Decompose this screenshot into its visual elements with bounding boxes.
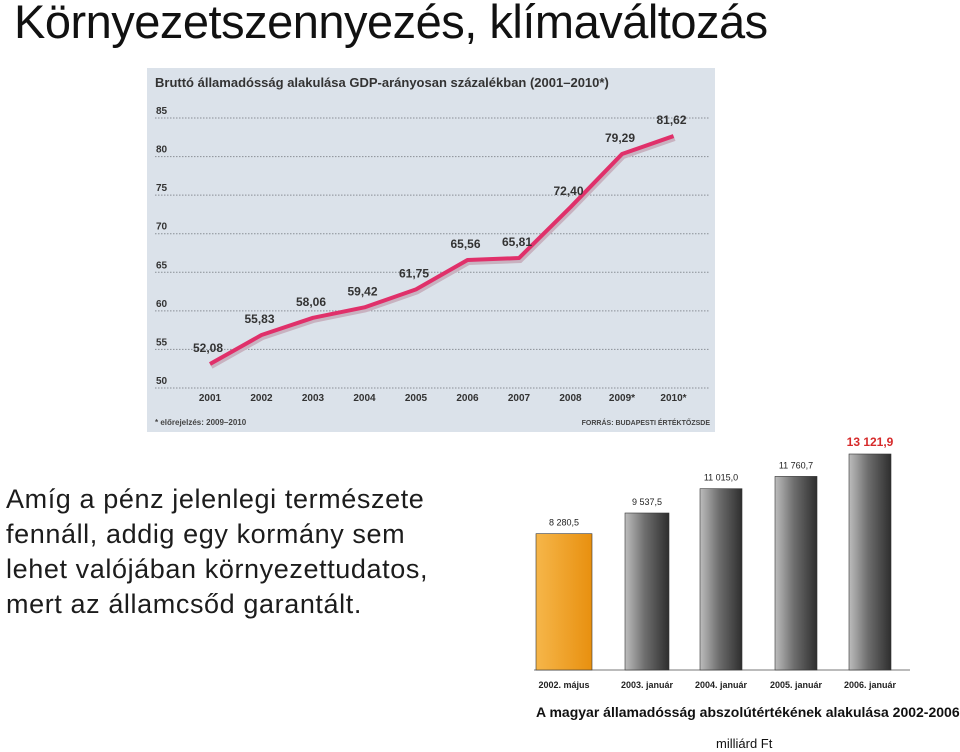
chart1-y-tick-label: 85 — [156, 106, 168, 117]
chart1-x-tick-label: 2010* — [660, 393, 686, 404]
chart2-x-tick-label: 2004. január — [695, 680, 748, 690]
chart2-bars — [535, 453, 892, 671]
chart1-x-tick-label: 2002 — [250, 393, 273, 404]
body-line-1: Amíg a pénz jelenlegi természete — [6, 484, 425, 514]
chart1-y-tick-label: 70 — [156, 222, 168, 233]
chart2-bar — [624, 512, 670, 671]
chart1-y-axis: 50 55 60 65 70 75 80 85 — [156, 106, 168, 387]
body-line-4: mert az államcsőd garantált. — [6, 589, 362, 619]
chart1-data-label: 52,08 — [193, 341, 223, 355]
chart2-caption: A magyar államadósság abszolútértékének … — [536, 704, 960, 720]
chart2-x-axis: 2002. május 2003. január 2004. január 2005.… — [538, 680, 896, 690]
chart1-x-tick-label: 2007 — [508, 393, 531, 404]
absolute-debt-bar-chart-svg: 8 280,5 9 537,5 11 015,0 11 760,7 13 121,9 2… — [534, 435, 910, 690]
chart2-data-labels: 8 280,5 9 537,5 11 015,0 11 760,7 13 121,9 — [549, 435, 894, 528]
chart2-data-label: 13 121,9 — [847, 435, 894, 449]
chart2-bar — [848, 453, 892, 671]
chart1-x-axis: 2001 2002 2003 2004 2005 2006 2007 2008 2009* 201… — [199, 393, 687, 404]
chart1-data-label: 55,83 — [244, 312, 274, 326]
chart1-x-tick-label: 2003 — [302, 393, 325, 404]
chart1-source: FORRÁS: BUDAPESTI ÉRTÉKTŐZSDE — [582, 418, 711, 427]
chart1-y-tick-label: 80 — [156, 145, 168, 156]
debt-gdp-line-chart: Bruttó államadósság alakulása GDP-arányo… — [147, 68, 715, 432]
chart1-data-label: 65,81 — [502, 235, 532, 249]
chart2-data-label: 11 760,7 — [779, 460, 813, 470]
chart1-y-tick-label: 75 — [156, 183, 168, 194]
chart1-y-tick-label: 55 — [156, 337, 168, 348]
chart1-x-tick-label: 2004 — [353, 393, 376, 404]
chart2-data-label: 11 015,0 — [704, 473, 738, 483]
chart2-data-label: 8 280,5 — [549, 518, 579, 528]
chart2-x-tick-label: 2003. január — [621, 680, 674, 690]
chart1-data-label: 79,29 — [605, 131, 635, 145]
chart1-data-label: 65,56 — [450, 237, 480, 251]
body-text: Amíg a pénz jelenlegi természete fennáll… — [6, 482, 476, 622]
chart1-data-labels: 52,08 55,83 58,06 59,42 61,75 65,56 65,81 72,40… — [193, 113, 687, 355]
chart2-unit: milliárd Ft — [716, 736, 773, 751]
chart1-gridlines — [155, 117, 709, 389]
chart1-x-tick-label: 2005 — [405, 393, 428, 404]
chart1-title: Bruttó államadósság alakulása GDP-arányo… — [155, 75, 609, 90]
chart1-data-label: 72,40 — [553, 184, 583, 198]
chart1-data-label: 61,75 — [399, 266, 429, 280]
chart1-y-tick-label: 50 — [156, 376, 168, 387]
slide-title: Környezetszennyezés, klímaváltozás — [14, 0, 768, 48]
chart1-footnote: * előrejelzés: 2009–2010 — [155, 418, 247, 427]
absolute-debt-bar-chart: 8 280,5 9 537,5 11 015,0 11 760,7 13 121,9 2… — [528, 425, 960, 710]
debt-gdp-line-chart-svg: Bruttó államadósság alakulása GDP-arányo… — [155, 75, 711, 427]
chart1-data-label: 58,06 — [296, 295, 326, 309]
chart1-x-tick-label: 2009* — [609, 393, 635, 404]
chart1-x-tick-label: 2001 — [199, 393, 222, 404]
chart2-bar — [774, 476, 818, 671]
chart1-series-line — [209, 134, 675, 366]
body-line-2: fennáll, addig egy kormány sem — [6, 519, 406, 549]
chart1-y-tick-label: 60 — [156, 299, 168, 310]
chart2-x-tick-label: 2006. január — [844, 680, 897, 690]
chart2-bar — [535, 533, 593, 671]
chart1-data-label: 81,62 — [656, 113, 686, 127]
chart1-line-shadow — [209, 135, 676, 369]
body-line-3: lehet valójában környezettudatos, — [6, 554, 429, 584]
chart1-x-tick-label: 2006 — [456, 393, 479, 404]
chart1-x-tick-label: 2008 — [559, 393, 582, 404]
chart2-bar — [699, 488, 743, 671]
chart1-y-tick-label: 65 — [156, 260, 168, 271]
chart2-data-label: 9 537,5 — [632, 497, 662, 507]
chart2-x-tick-label: 2002. május — [538, 680, 589, 690]
chart2-x-tick-label: 2005. január — [770, 680, 823, 690]
chart1-data-label: 59,42 — [347, 284, 377, 298]
